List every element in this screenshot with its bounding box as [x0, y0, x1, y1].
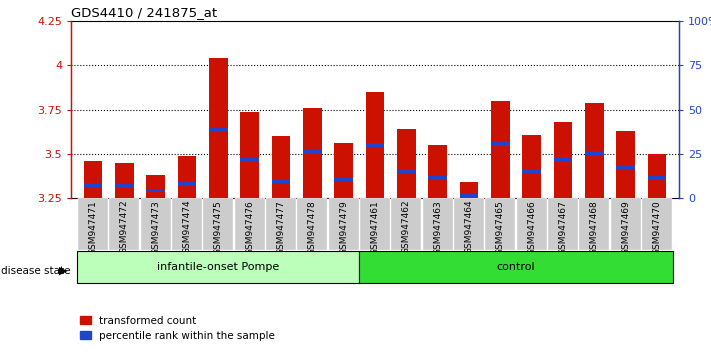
Bar — [272, 136, 291, 198]
Bar — [172, 198, 202, 250]
Bar — [491, 142, 510, 146]
Bar — [554, 122, 572, 198]
Bar — [611, 198, 641, 250]
Text: GSM947463: GSM947463 — [433, 200, 442, 255]
Text: GSM947475: GSM947475 — [214, 200, 223, 255]
Bar — [554, 158, 572, 162]
Bar — [209, 128, 228, 132]
Bar — [84, 161, 102, 198]
Bar — [523, 169, 541, 173]
Bar — [203, 198, 233, 250]
Bar — [648, 176, 666, 179]
Bar — [585, 151, 604, 155]
Bar — [272, 179, 291, 183]
Bar — [178, 182, 196, 186]
Text: ▶: ▶ — [59, 266, 68, 276]
Bar — [141, 198, 171, 250]
Bar — [491, 101, 510, 198]
Bar — [428, 145, 447, 198]
Bar — [209, 58, 228, 198]
Bar — [84, 183, 102, 187]
Text: GSM947461: GSM947461 — [370, 200, 380, 255]
Bar — [616, 165, 635, 169]
Text: control: control — [497, 262, 535, 272]
Text: GDS4410 / 241875_at: GDS4410 / 241875_at — [71, 6, 218, 19]
Text: GSM947478: GSM947478 — [308, 200, 317, 255]
Bar — [579, 198, 609, 250]
Text: GSM947465: GSM947465 — [496, 200, 505, 255]
Bar — [360, 198, 390, 250]
Text: GSM947479: GSM947479 — [339, 200, 348, 255]
Bar — [365, 143, 385, 147]
Bar — [397, 169, 416, 173]
Text: disease state: disease state — [1, 266, 70, 276]
Bar — [240, 158, 259, 162]
Bar — [240, 112, 259, 198]
Bar — [523, 135, 541, 198]
Bar — [146, 175, 165, 198]
Bar — [616, 131, 635, 198]
Text: GSM947477: GSM947477 — [277, 200, 286, 255]
Bar — [303, 108, 322, 198]
Bar — [303, 150, 322, 154]
Bar — [397, 129, 416, 198]
Text: GSM947472: GSM947472 — [120, 200, 129, 255]
Bar — [78, 198, 108, 250]
Legend: transformed count, percentile rank within the sample: transformed count, percentile rank withi… — [76, 312, 279, 345]
Bar — [359, 251, 673, 283]
Bar — [266, 198, 296, 250]
Bar — [486, 198, 515, 250]
Text: GSM947462: GSM947462 — [402, 200, 411, 255]
Bar — [235, 198, 264, 250]
Text: GSM947466: GSM947466 — [528, 200, 536, 255]
Bar — [178, 156, 196, 198]
Text: GSM947464: GSM947464 — [464, 200, 474, 255]
Bar — [334, 143, 353, 198]
Text: GSM947470: GSM947470 — [653, 200, 661, 255]
Bar — [459, 194, 479, 198]
Text: infantile-onset Pompe: infantile-onset Pompe — [157, 262, 279, 272]
Bar — [585, 103, 604, 198]
Bar — [391, 198, 422, 250]
Bar — [334, 177, 353, 181]
Bar — [428, 176, 447, 179]
Bar — [422, 198, 453, 250]
Bar — [77, 251, 359, 283]
Bar — [115, 163, 134, 198]
Text: GSM947468: GSM947468 — [590, 200, 599, 255]
Text: GSM947469: GSM947469 — [621, 200, 630, 255]
Text: GSM947467: GSM947467 — [559, 200, 567, 255]
Bar — [642, 198, 672, 250]
Bar — [459, 182, 479, 198]
Text: GSM947471: GSM947471 — [89, 200, 97, 255]
Bar — [328, 198, 359, 250]
Bar — [454, 198, 484, 250]
Text: GSM947476: GSM947476 — [245, 200, 255, 255]
Bar — [517, 198, 547, 250]
Text: GSM947473: GSM947473 — [151, 200, 160, 255]
Bar — [109, 198, 139, 250]
Bar — [146, 189, 165, 192]
Bar — [365, 92, 385, 198]
Bar — [548, 198, 578, 250]
Text: GSM947474: GSM947474 — [183, 200, 191, 255]
Bar — [648, 154, 666, 198]
Bar — [297, 198, 328, 250]
Bar — [115, 184, 134, 188]
